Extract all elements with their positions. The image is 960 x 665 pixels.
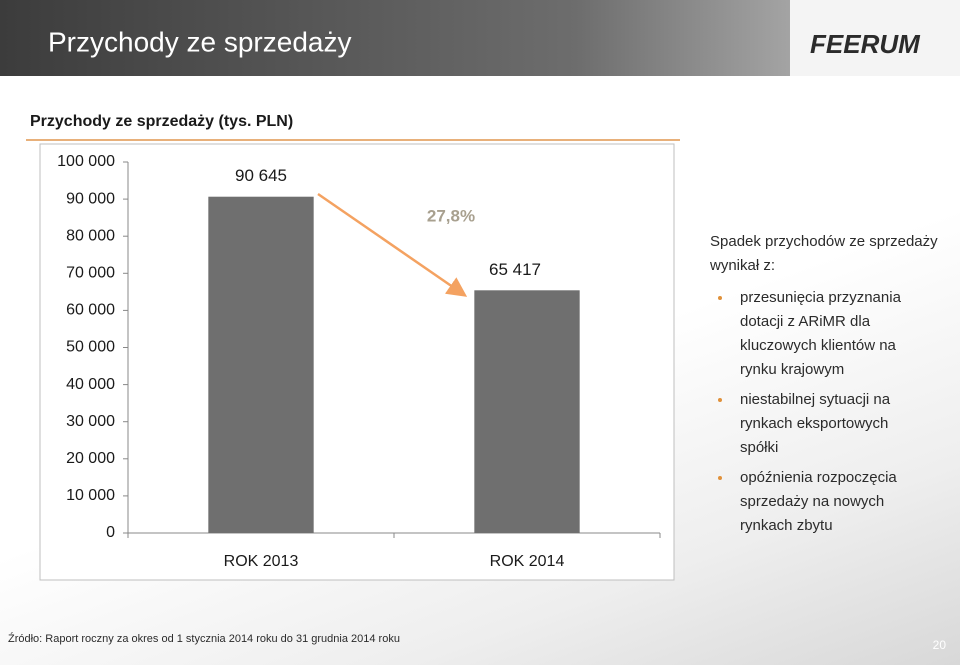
change-arrow <box>317 192 468 297</box>
bullet: przesunięcia przyznania dotacji z ARiMR … <box>718 286 930 382</box>
bar <box>208 196 314 534</box>
source-note: Źródło: Raport roczny za okres od 1 styc… <box>8 632 400 645</box>
y-tick-label: 100 000 <box>57 153 115 170</box>
value-label: 65 417 <box>489 260 541 279</box>
page-number: 20 <box>933 638 947 652</box>
y-tick-label: 0 <box>106 524 115 541</box>
logo: FEERUM <box>810 29 921 59</box>
logo-area <box>790 0 960 76</box>
y-tick-label: 40 000 <box>66 376 115 393</box>
chart-title: Przychody ze sprzedaży (tys. PLN) <box>30 113 293 130</box>
bar <box>474 290 580 533</box>
y-tick-label: 90 000 <box>66 190 115 207</box>
notes-intro: Spadek przychodów ze sprzedaży wynikał z… <box>710 233 938 274</box>
y-tick-label: 80 000 <box>66 227 115 244</box>
bullet-list: przesunięcia przyznania dotacji z ARiMR … <box>710 286 945 538</box>
y-tick-label: 20 000 <box>66 450 115 467</box>
notes: Spadek przychodów ze sprzedaży wynikał z… <box>710 230 945 544</box>
y-tick-label: 10 000 <box>66 487 115 504</box>
value-label: 90 645 <box>235 166 287 185</box>
x-tick-label: ROK 2013 <box>224 553 299 570</box>
header-title: Przychody ze sprzedaży <box>48 26 351 57</box>
bullet: opóźnienia rozpoczęcia sprzedaży na nowy… <box>718 466 930 538</box>
y-tick-label: 30 000 <box>66 413 115 430</box>
y-tick-label: 50 000 <box>66 339 115 356</box>
change-annotation: 27,8% <box>427 206 475 225</box>
y-tick-label: 60 000 <box>66 302 115 319</box>
x-tick-label: ROK 2014 <box>490 553 565 570</box>
y-tick-label: 70 000 <box>66 265 115 282</box>
bullet: niestabilnej sytuacji na rynkach eksport… <box>718 388 930 460</box>
